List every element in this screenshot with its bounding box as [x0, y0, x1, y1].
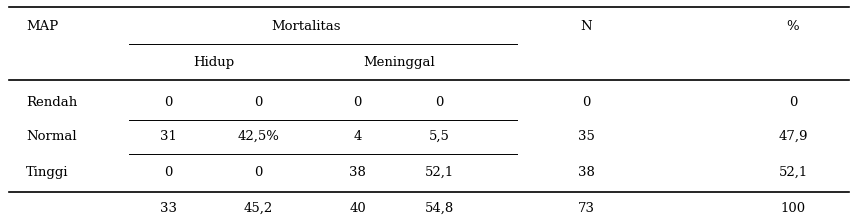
Text: Normal: Normal [26, 130, 77, 143]
Text: MAP: MAP [26, 20, 58, 33]
Text: 35: 35 [577, 130, 594, 143]
Text: Mortalitas: Mortalitas [271, 20, 340, 33]
Text: 0: 0 [435, 96, 443, 109]
Text: 40: 40 [349, 202, 366, 215]
Text: 45,2: 45,2 [244, 202, 273, 215]
Text: 42,5%: 42,5% [238, 130, 279, 143]
Text: 0: 0 [254, 96, 263, 109]
Text: 5,5: 5,5 [429, 130, 449, 143]
Text: 54,8: 54,8 [424, 202, 454, 215]
Text: 0: 0 [164, 96, 172, 109]
Text: Tinggi: Tinggi [26, 166, 68, 178]
Text: 52,1: 52,1 [424, 166, 454, 178]
Text: %: % [786, 20, 798, 33]
Text: 31: 31 [159, 130, 177, 143]
Text: 100: 100 [779, 202, 805, 215]
Text: 47,9: 47,9 [777, 130, 807, 143]
Text: 0: 0 [353, 96, 362, 109]
Text: 38: 38 [349, 166, 366, 178]
Text: 73: 73 [577, 202, 594, 215]
Text: 52,1: 52,1 [777, 166, 807, 178]
Text: 0: 0 [581, 96, 590, 109]
Text: 0: 0 [164, 166, 172, 178]
Text: Hidup: Hidup [193, 56, 234, 69]
Text: 38: 38 [577, 166, 594, 178]
Text: 4: 4 [353, 130, 362, 143]
Text: N: N [579, 20, 592, 33]
Text: Meninggal: Meninggal [362, 56, 435, 69]
Text: 33: 33 [159, 202, 177, 215]
Text: 0: 0 [254, 166, 263, 178]
Text: 0: 0 [788, 96, 796, 109]
Text: Rendah: Rendah [26, 96, 77, 109]
